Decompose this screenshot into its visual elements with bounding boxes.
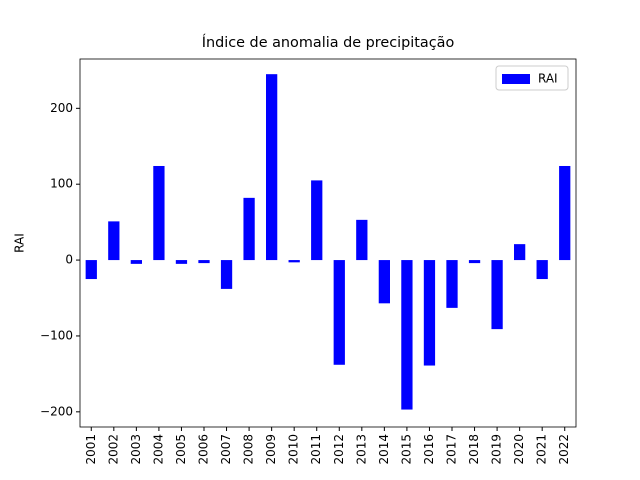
bar (85, 260, 97, 280)
x-tick-label: 2003 (129, 434, 143, 465)
bar (130, 260, 142, 264)
legend-label: RAI (538, 72, 558, 86)
x-tick-label: 2018 (467, 434, 481, 465)
bar (311, 180, 323, 261)
bar (536, 260, 548, 280)
x-tick-label: 2017 (445, 434, 459, 465)
x-tick-label: 2022 (557, 434, 571, 465)
bar (266, 74, 278, 261)
bar (175, 260, 188, 264)
bar (446, 260, 458, 308)
x-tick-label: 2015 (399, 434, 413, 465)
x-tick-label: 2012 (332, 434, 346, 465)
bar (198, 260, 210, 264)
y-axis-label: RAI (13, 233, 27, 253)
bar (220, 260, 233, 289)
x-tick-label: 2016 (422, 434, 436, 465)
y-tick-label: −100 (40, 328, 73, 342)
x-tick-label: 2005 (174, 434, 188, 465)
x-tick-label: 2006 (197, 434, 211, 465)
x-tick-label: 2010 (287, 434, 301, 465)
bar (108, 221, 120, 261)
bar (243, 197, 255, 261)
bar (401, 260, 413, 410)
bar (288, 260, 300, 263)
x-tick-label: 2002 (106, 434, 120, 465)
bar (356, 219, 368, 261)
y-tick-label: −200 (40, 404, 73, 418)
bar (559, 165, 571, 261)
axes-frame (79, 58, 577, 428)
x-tick-label: 2007 (219, 434, 233, 465)
bar (491, 260, 503, 330)
x-tick-label: 2020 (512, 434, 526, 465)
bar (514, 244, 526, 261)
x-tick-label: 2013 (354, 434, 368, 465)
x-tick-label: 2008 (242, 434, 256, 465)
x-tick-label: 2019 (490, 434, 504, 465)
legend-swatch (502, 74, 530, 84)
x-tick-label: 2009 (264, 434, 278, 465)
x-tick-label: 2014 (377, 434, 391, 465)
x-tick-label: 2004 (151, 434, 165, 465)
y-tick-label: 200 (50, 101, 73, 115)
y-tick-label: 0 (65, 253, 73, 267)
bar (378, 260, 390, 304)
x-tick-label: 2001 (84, 434, 98, 465)
x-tick-label: 2011 (309, 434, 323, 465)
bar (423, 260, 436, 366)
bar (468, 260, 481, 264)
y-tick-label: 100 (50, 177, 73, 191)
x-tick-label: 2021 (535, 434, 549, 465)
chart-title: Índice de anomalia de precipitação (202, 34, 455, 51)
bar (153, 165, 165, 261)
bar (333, 260, 345, 365)
